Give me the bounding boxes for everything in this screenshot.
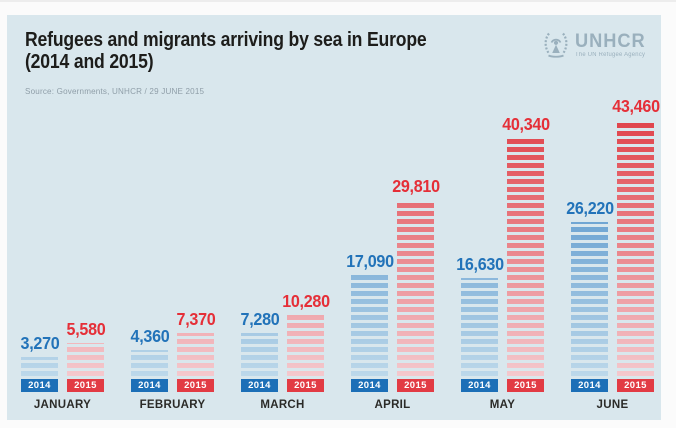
- month-label-may: MAY: [489, 399, 516, 411]
- year-badge-2014: 2014: [241, 379, 278, 392]
- bar-stripes: [461, 278, 498, 376]
- bar-fill: [617, 120, 654, 376]
- year-badge-2015: 2015: [397, 379, 434, 392]
- value-label-2015-may: 40,340: [501, 114, 550, 134]
- bar-stripes: [617, 120, 654, 376]
- bar-2014-february: 4,360 2014: [130, 326, 169, 392]
- year-badge-2015: 2015: [287, 379, 324, 392]
- month-label-march: MARCH: [260, 399, 305, 411]
- value-label-2015-march: 10,280: [281, 291, 330, 311]
- bar-stripes: [397, 200, 434, 376]
- bar-chart: 3,270 2014 5,580 2015 JANUARY 4,360 2014 7,370 2…: [20, 15, 661, 420]
- bar-2015-april: 29,810 2015: [392, 176, 440, 392]
- source-note: Source: Governments, UNHCR / 29 JUNE 201…: [25, 86, 205, 96]
- bar-fill: [21, 357, 58, 376]
- bar-fill: [131, 350, 168, 376]
- bar-stripes: [351, 275, 388, 376]
- month-group-march: 7,280 2014 10,280 2015 MARCH: [240, 291, 330, 411]
- value-label-2014-march: 7,280: [240, 309, 279, 329]
- year-badge-2015: 2015: [177, 379, 214, 392]
- month-label-april: APRIL: [374, 399, 411, 411]
- month-group-january: 3,270 2014 5,580 2015 JANUARY: [20, 319, 105, 411]
- year-badge-2014: 2014: [21, 379, 58, 392]
- bar-fill: [351, 275, 388, 376]
- bar-2015-january: 5,580 2015: [66, 319, 105, 392]
- value-label-2015-february: 7,370: [176, 309, 215, 329]
- bar-stripes: [507, 138, 544, 376]
- value-label-2014-may: 16,630: [455, 254, 504, 274]
- bar-fill: [397, 200, 434, 376]
- value-label-2014-february: 4,360: [130, 326, 169, 346]
- bar-2015-february: 7,370 2015: [176, 309, 215, 392]
- bar-stripes: [67, 343, 104, 376]
- unhcr-logo: UNHCR The UN Refugee Agency: [541, 30, 649, 60]
- value-label-2014-june: 26,220: [565, 198, 614, 218]
- month-group-april: 17,090 2014 29,810 2015 APRIL: [346, 176, 440, 411]
- year-badge-2014: 2014: [571, 379, 608, 392]
- year-badge-2015: 2015: [67, 379, 104, 392]
- value-label-2015-january: 5,580: [66, 319, 105, 339]
- unhcr-logo-tagline: The UN Refugee Agency: [575, 51, 646, 58]
- bar-stripes: [287, 315, 324, 376]
- month-label-january: JANUARY: [33, 399, 92, 411]
- bar-2014-january: 3,270 2014: [20, 333, 59, 392]
- year-badge-2015: 2015: [617, 379, 654, 392]
- bar-2015-may: 40,340 2015: [502, 114, 550, 392]
- bar-fill: [461, 278, 498, 376]
- bar-2014-may: 16,630 2014: [456, 254, 504, 392]
- bar-stripes: [241, 333, 278, 376]
- page-title: Refugees and migrants arriving by sea in…: [25, 29, 427, 73]
- infographic-card: Refugees and migrants arriving by sea in…: [7, 15, 661, 420]
- unhcr-emblem-icon: [544, 32, 568, 58]
- unhcr-logo-name: UNHCR: [575, 30, 647, 52]
- bar-fill: [177, 333, 214, 376]
- title-line-2: (2014 and 2015): [25, 51, 154, 73]
- unhcr-logo-text: UNHCR The UN Refugee Agency: [575, 30, 649, 58]
- value-label-2014-april: 17,090: [345, 251, 394, 271]
- bar-2015-march: 10,280 2015: [282, 291, 330, 392]
- bar-2014-april: 17,090 2014: [346, 251, 394, 392]
- bar-fill: [571, 222, 608, 376]
- month-label-june: JUNE: [596, 399, 629, 411]
- bar-stripes: [21, 357, 58, 376]
- bar-fill: [287, 315, 324, 376]
- bar-2014-march: 7,280 2014: [240, 309, 279, 392]
- month-group-may: 16,630 2014 40,340 2015 MAY: [456, 114, 550, 411]
- month-group-june: 26,220 2014 43,460 2015 JUNE: [566, 96, 660, 411]
- month-label-february: FEBRUARY: [139, 399, 206, 411]
- value-label-2015-april: 29,810: [391, 176, 440, 196]
- bar-stripes: [177, 333, 214, 376]
- bar-fill: [67, 343, 104, 376]
- year-badge-2014: 2014: [351, 379, 388, 392]
- year-badge-2015: 2015: [507, 379, 544, 392]
- value-label-2015-june: 43,460: [611, 96, 660, 116]
- bar-stripes: [571, 222, 608, 376]
- title-line-1: Refugees and migrants arriving by sea in…: [25, 29, 427, 51]
- year-badge-2014: 2014: [461, 379, 498, 392]
- year-badge-2014: 2014: [131, 379, 168, 392]
- bar-2015-june: 43,460 2015: [612, 96, 660, 392]
- bar-2014-june: 26,220 2014: [566, 198, 614, 392]
- month-group-february: 4,360 2014 7,370 2015 FEBRUARY: [130, 309, 215, 411]
- bar-stripes: [131, 350, 168, 376]
- bar-fill: [241, 333, 278, 376]
- value-label-2014-january: 3,270: [20, 333, 59, 353]
- bar-fill: [507, 138, 544, 376]
